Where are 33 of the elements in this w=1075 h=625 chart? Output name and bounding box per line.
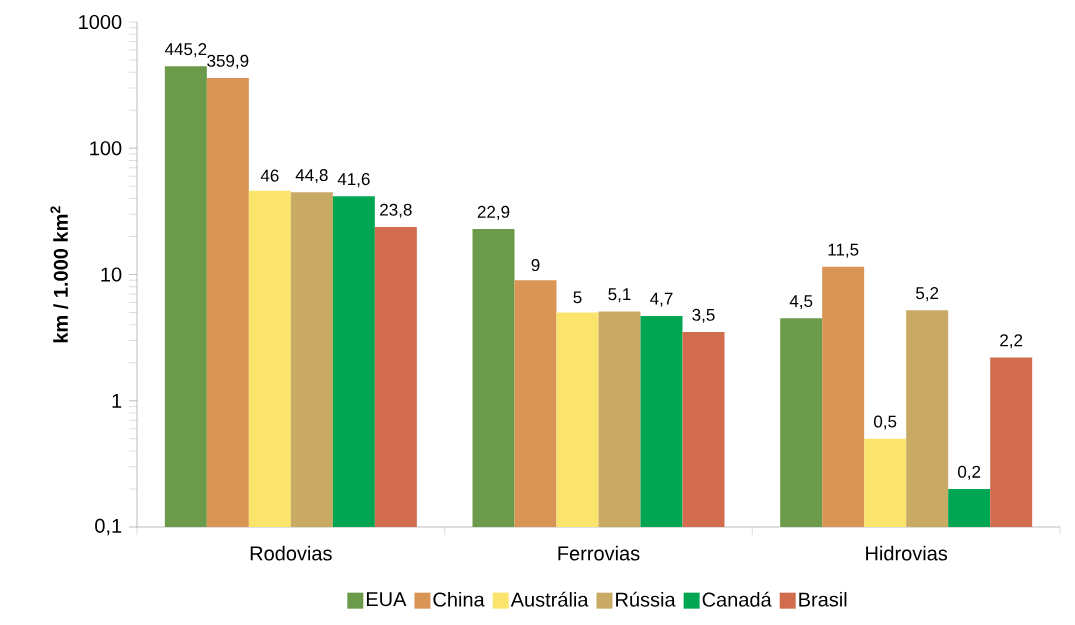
- data-label: 4,5: [789, 295, 813, 310]
- data-label: 445,2: [164, 43, 207, 58]
- y-tick-label: 1000: [79, 14, 122, 30]
- x-tick-label: Rodovias: [250, 545, 332, 561]
- x-tick-label: Hidrovias: [866, 545, 948, 561]
- data-label: 22,9: [477, 205, 510, 220]
- legend-label: Rússia: [616, 591, 676, 607]
- data-label: 2,2: [1000, 334, 1023, 349]
- data-label: 23,8: [380, 203, 412, 218]
- legend-label: Austrália: [510, 591, 589, 607]
- y-tick-label: 100: [90, 141, 122, 156]
- data-label: 359,9: [207, 54, 249, 69]
- y-tick-label: 1: [112, 393, 122, 408]
- data-label: 44,8: [295, 169, 328, 184]
- data-label: 5,1: [608, 288, 631, 303]
- legend-label: EUA: [366, 592, 407, 607]
- y-axis-title: km / 1.000 km$^{2}$: [50, 206, 69, 343]
- data-label: 41,6: [337, 173, 370, 188]
- data-label: 5,2: [916, 287, 939, 302]
- legend-label: Canadá: [702, 591, 772, 607]
- legend-label: Brasil: [799, 591, 847, 607]
- legend-label: China: [433, 591, 485, 607]
- data-label: 46: [260, 169, 279, 182]
- y-tick-label: 10: [101, 267, 122, 282]
- data-label: 9: [531, 259, 540, 272]
- y-tick-label: 0,1: [95, 518, 122, 536]
- data-label: 4,7: [650, 292, 673, 307]
- data-label: 11,5: [828, 243, 859, 258]
- data-label: 0,5: [874, 415, 897, 430]
- x-tick-label: Ferrovias: [558, 545, 640, 561]
- data-label: 5: [573, 291, 582, 304]
- data-label: 0,2: [958, 465, 981, 480]
- data-label: 3,5: [692, 308, 715, 323]
